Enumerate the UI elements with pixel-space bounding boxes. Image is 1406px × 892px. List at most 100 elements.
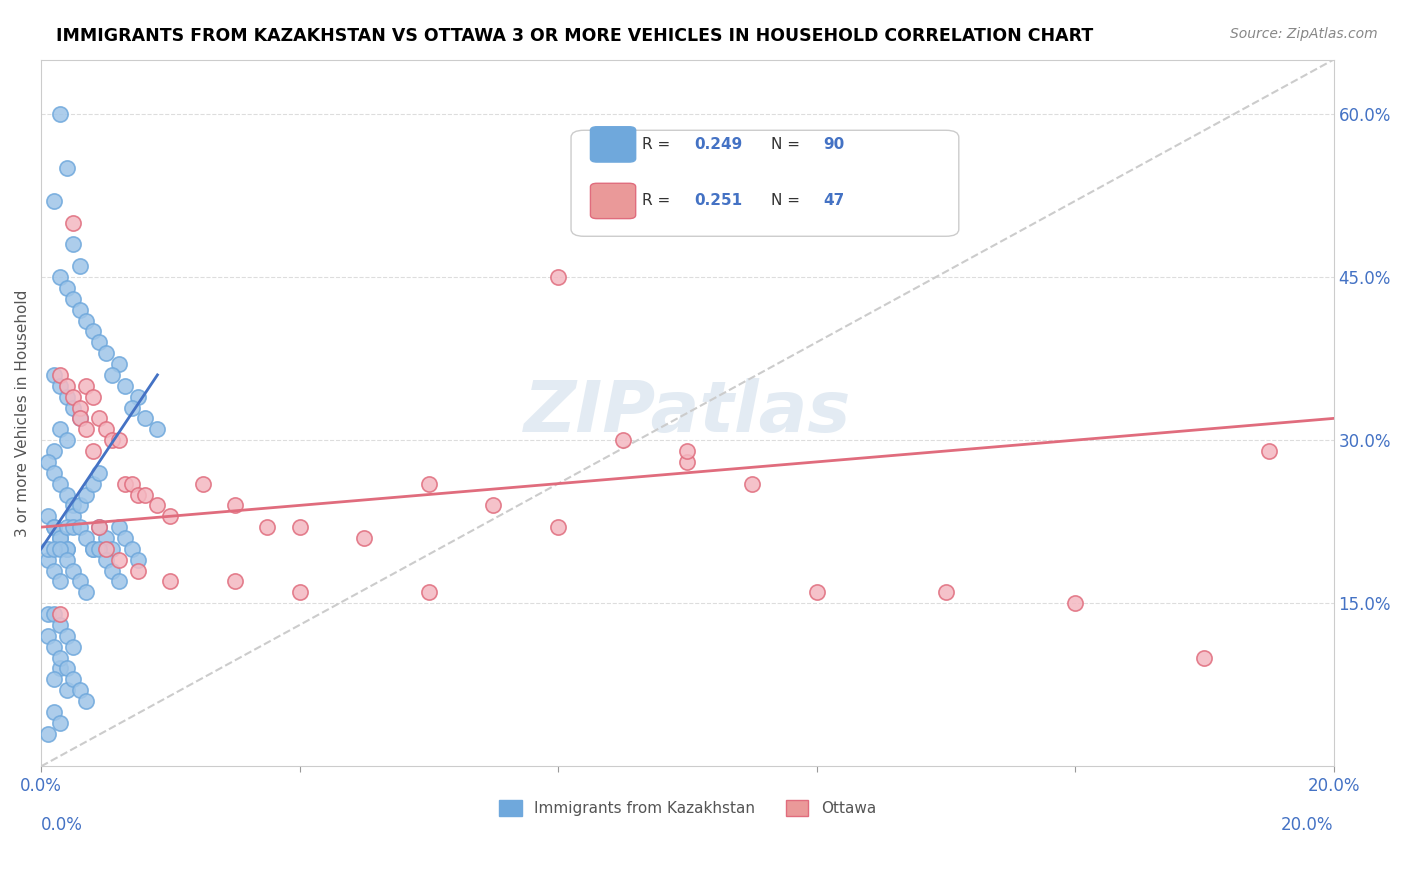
Point bbox=[62, 237, 84, 252]
Point bbox=[89, 520, 111, 534]
Text: R =: R = bbox=[643, 136, 675, 152]
Point bbox=[56, 378, 79, 392]
Text: 0.251: 0.251 bbox=[693, 194, 742, 209]
Point bbox=[56, 487, 79, 501]
Point bbox=[56, 541, 79, 556]
Point bbox=[42, 673, 65, 687]
Point bbox=[89, 541, 111, 556]
Point bbox=[62, 564, 84, 578]
Point bbox=[49, 715, 72, 730]
Point bbox=[741, 476, 763, 491]
Point bbox=[42, 194, 65, 208]
Point bbox=[676, 455, 699, 469]
Point bbox=[49, 661, 72, 675]
Point bbox=[69, 302, 91, 317]
Point bbox=[62, 401, 84, 415]
Point bbox=[191, 476, 214, 491]
Point bbox=[806, 585, 828, 599]
Point bbox=[127, 390, 149, 404]
Point bbox=[94, 531, 117, 545]
Point bbox=[56, 520, 79, 534]
Point bbox=[256, 520, 278, 534]
Point bbox=[62, 216, 84, 230]
Point bbox=[69, 401, 91, 415]
Point bbox=[42, 520, 65, 534]
Point bbox=[49, 476, 72, 491]
Text: N =: N = bbox=[772, 194, 806, 209]
Point bbox=[288, 520, 311, 534]
Point bbox=[94, 346, 117, 360]
Point bbox=[56, 661, 79, 675]
Point bbox=[159, 574, 181, 589]
Point bbox=[418, 476, 440, 491]
Point bbox=[89, 335, 111, 350]
Point bbox=[89, 466, 111, 480]
Point bbox=[75, 378, 97, 392]
Point bbox=[134, 487, 156, 501]
Point bbox=[1064, 596, 1087, 610]
Point bbox=[49, 368, 72, 382]
FancyBboxPatch shape bbox=[591, 183, 636, 219]
Point bbox=[482, 499, 505, 513]
Point bbox=[288, 585, 311, 599]
Point bbox=[547, 270, 569, 285]
Point bbox=[42, 368, 65, 382]
Point bbox=[75, 585, 97, 599]
Point bbox=[37, 727, 59, 741]
Point bbox=[49, 531, 72, 545]
Point bbox=[56, 683, 79, 698]
Point bbox=[107, 357, 129, 371]
Text: ZIPatlas: ZIPatlas bbox=[523, 378, 851, 448]
Point bbox=[37, 607, 59, 621]
Point bbox=[37, 509, 59, 524]
Point bbox=[42, 607, 65, 621]
Point bbox=[56, 390, 79, 404]
Point bbox=[1194, 650, 1216, 665]
Point bbox=[101, 433, 124, 447]
Point bbox=[107, 574, 129, 589]
Point bbox=[75, 422, 97, 436]
Text: R =: R = bbox=[643, 194, 675, 209]
Point bbox=[101, 564, 124, 578]
Point bbox=[353, 531, 375, 545]
Point bbox=[159, 509, 181, 524]
Point bbox=[62, 673, 84, 687]
Point bbox=[37, 541, 59, 556]
Point bbox=[49, 607, 72, 621]
Point bbox=[146, 499, 169, 513]
Point bbox=[42, 520, 65, 534]
Point bbox=[82, 541, 104, 556]
Point bbox=[612, 433, 634, 447]
Point bbox=[82, 325, 104, 339]
Point bbox=[62, 292, 84, 306]
FancyBboxPatch shape bbox=[571, 130, 959, 236]
Point bbox=[127, 553, 149, 567]
Point bbox=[49, 270, 72, 285]
Point bbox=[62, 499, 84, 513]
Point bbox=[49, 574, 72, 589]
Point bbox=[75, 487, 97, 501]
Point bbox=[62, 390, 84, 404]
Point bbox=[49, 107, 72, 121]
Point bbox=[1258, 444, 1281, 458]
Point bbox=[107, 553, 129, 567]
Text: IMMIGRANTS FROM KAZAKHSTAN VS OTTAWA 3 OR MORE VEHICLES IN HOUSEHOLD CORRELATION: IMMIGRANTS FROM KAZAKHSTAN VS OTTAWA 3 O… bbox=[56, 27, 1094, 45]
Point bbox=[62, 509, 84, 524]
Point bbox=[89, 411, 111, 425]
Point bbox=[676, 444, 699, 458]
Point bbox=[42, 640, 65, 654]
Legend: Immigrants from Kazakhstan, Ottawa: Immigrants from Kazakhstan, Ottawa bbox=[492, 794, 882, 822]
Point bbox=[75, 694, 97, 708]
Point bbox=[42, 444, 65, 458]
Point bbox=[42, 564, 65, 578]
Point bbox=[56, 629, 79, 643]
Point bbox=[69, 683, 91, 698]
Point bbox=[224, 574, 246, 589]
Point bbox=[56, 541, 79, 556]
Point bbox=[146, 422, 169, 436]
Point bbox=[42, 466, 65, 480]
Point bbox=[69, 411, 91, 425]
Point bbox=[418, 585, 440, 599]
FancyBboxPatch shape bbox=[591, 127, 636, 162]
Text: 0.249: 0.249 bbox=[693, 136, 742, 152]
